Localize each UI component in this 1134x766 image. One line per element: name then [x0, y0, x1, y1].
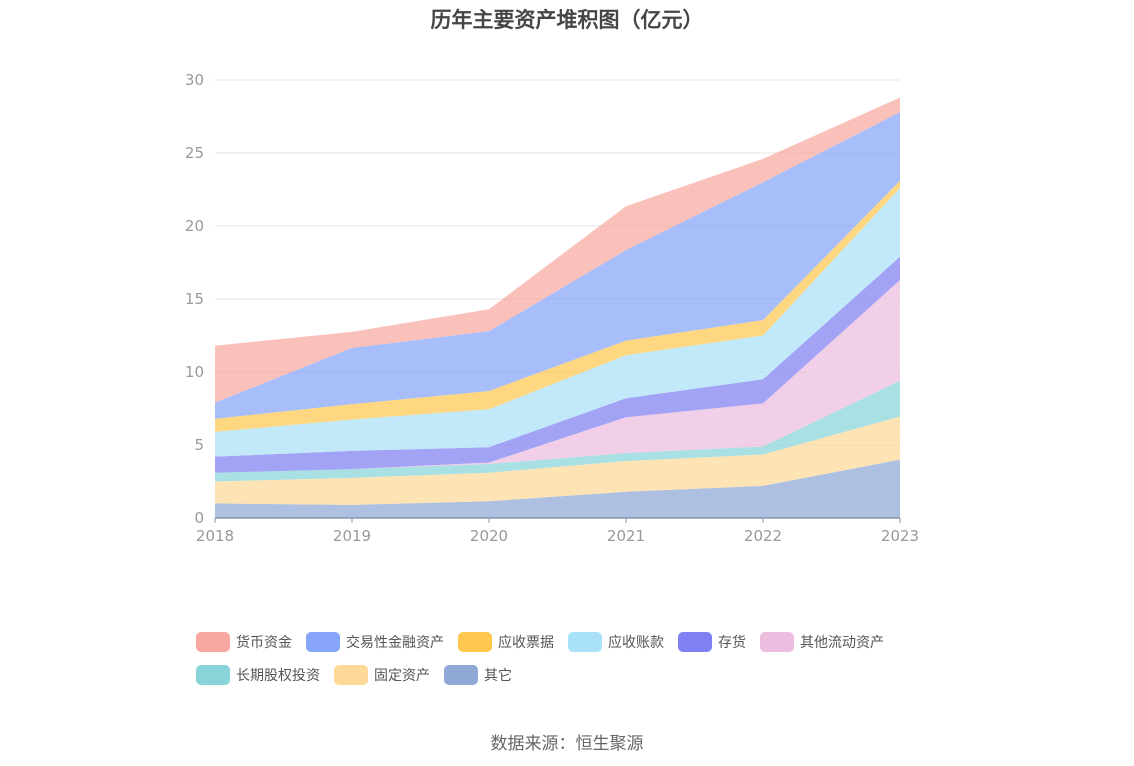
legend-label: 交易性金融资产: [346, 634, 444, 651]
legend-item[interactable]: 其他流动资产: [760, 630, 884, 653]
legend-swatch: [568, 631, 602, 652]
y-tick-label: 25: [185, 144, 204, 162]
area-series-2: [215, 380, 900, 482]
y-tick-label: 0: [194, 509, 204, 527]
legend-item[interactable]: 其它: [444, 663, 512, 686]
legend-item[interactable]: 长期股权投资: [196, 663, 320, 686]
area-series-0: [215, 459, 900, 518]
x-tick-label: 2018: [196, 527, 234, 545]
y-tick-label: 10: [185, 363, 204, 381]
legend-label: 长期股权投资: [236, 667, 320, 684]
legend-swatch: [334, 664, 368, 685]
x-tick-label: 2020: [470, 527, 508, 545]
area-series-5: [215, 188, 900, 457]
legend-item[interactable]: 应收账款: [568, 630, 664, 653]
legend-label: 应收票据: [498, 634, 554, 651]
legend-label: 其它: [484, 667, 512, 684]
legend-swatch: [458, 631, 492, 652]
y-tick-label: 5: [194, 436, 204, 454]
legend-item[interactable]: 存货: [678, 630, 746, 653]
y-tick-label: 15: [185, 290, 204, 308]
legend-swatch: [444, 664, 478, 685]
legend-swatch: [760, 631, 794, 652]
area-series-8: [215, 97, 900, 403]
x-tick-label: 2019: [333, 527, 371, 545]
y-tick-label: 20: [185, 217, 204, 235]
legend-item[interactable]: 货币资金: [196, 630, 292, 653]
legend-swatch: [678, 631, 712, 652]
area-series-4: [215, 256, 900, 473]
legend-item[interactable]: 应收票据: [458, 630, 554, 653]
legend-item[interactable]: 固定资产: [334, 663, 430, 686]
legend-label: 固定资产: [374, 667, 430, 684]
legend-label: 货币资金: [236, 634, 292, 651]
area-series-7: [215, 112, 900, 419]
legend-label: 应收账款: [608, 634, 664, 651]
x-tick-label: 2021: [607, 527, 645, 545]
area-series-1: [215, 416, 900, 505]
legend: 货币资金 交易性金融资产 应收票据 应收账款 存货 其他流动资产长期股权投资 固定资产 其它: [196, 630, 956, 696]
y-tick-label: 30: [185, 71, 204, 89]
legend-label: 其他流动资产: [800, 634, 884, 651]
legend-label: 存货: [718, 634, 746, 651]
stacked-area-chart: 0 5 10 15 20 25 30 2018 2019 2020 2021 2022 2023: [185, 71, 919, 545]
legend-item[interactable]: 交易性金融资产: [306, 630, 444, 653]
legend-swatch: [306, 631, 340, 652]
area-series-3: [215, 280, 900, 473]
legend-swatch: [196, 664, 230, 685]
x-tick-label: 2023: [881, 527, 919, 545]
area-series-6: [215, 180, 900, 432]
legend-swatch: [196, 631, 230, 652]
x-tick-label: 2022: [744, 527, 782, 545]
data-source: 数据来源：恒生聚源: [490, 734, 644, 754]
chart-title: 历年主要资产堆积图（亿元）: [430, 8, 704, 32]
